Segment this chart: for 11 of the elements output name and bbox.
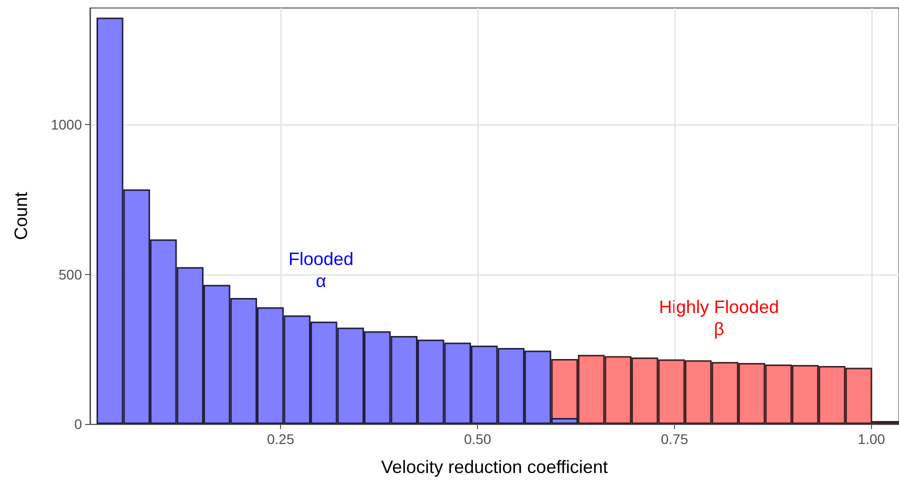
- x-axis-title: Velocity reduction coefficient: [381, 457, 608, 477]
- x-tick-label: 0.50: [464, 431, 492, 447]
- y-tick-label: 0: [74, 416, 82, 432]
- annotation: Flooded α: [288, 249, 354, 291]
- y-tick-label: 1000: [50, 116, 82, 133]
- y-tick-label: 500: [58, 266, 82, 282]
- y-axis-title: Count: [11, 192, 31, 240]
- x-tick-label: 0.75: [660, 431, 688, 447]
- annotation: Highly Flooded β: [658, 297, 780, 339]
- x-tick-label: 0.25: [267, 431, 294, 447]
- x-tick-label: 1.00: [858, 431, 886, 447]
